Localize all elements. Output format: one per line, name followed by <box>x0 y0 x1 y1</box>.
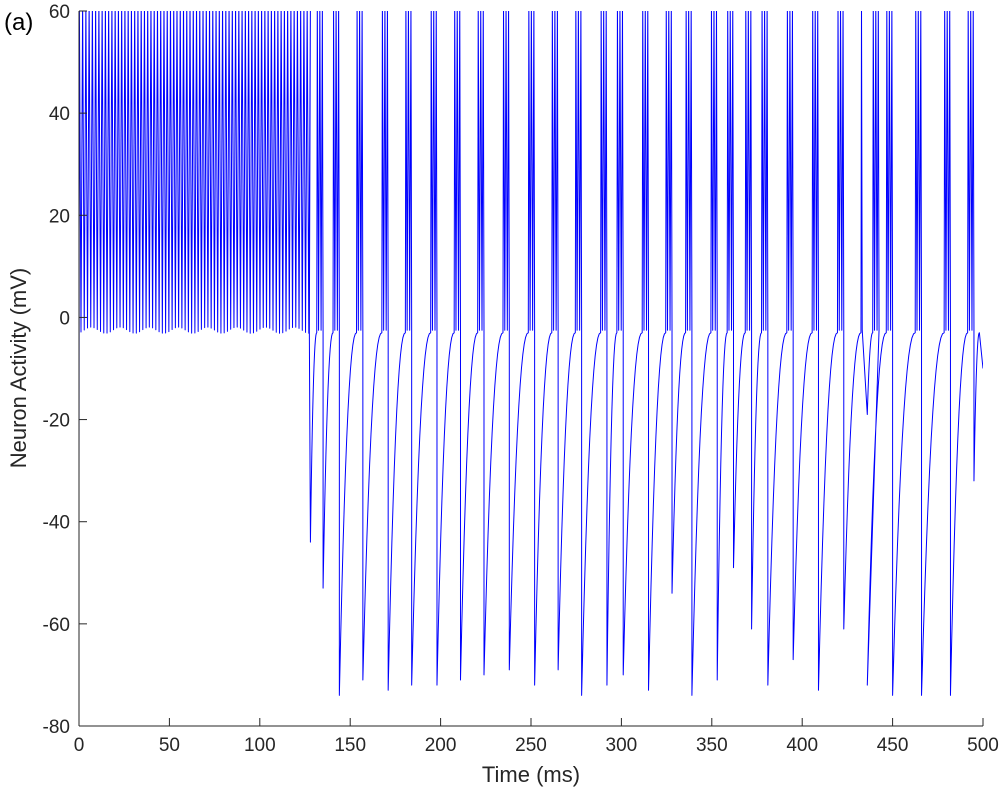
x-axis-ticks: 0 50 100 150 200 250 300 350 400 450 500 <box>74 718 999 756</box>
x-tick-label: 500 <box>967 735 999 756</box>
y-tick-label: 0 <box>59 308 70 329</box>
y-tick-label: -20 <box>43 411 70 432</box>
x-tick-label: 50 <box>159 735 180 756</box>
y-tick-label: 40 <box>49 104 70 125</box>
x-tick-label: 350 <box>696 735 728 756</box>
x-tick-label: 0 <box>74 735 85 756</box>
y-tick-label: 20 <box>49 206 70 227</box>
x-tick-label: 400 <box>786 735 818 756</box>
x-tick-label: 300 <box>606 735 638 756</box>
x-axis-title: Time (ms) <box>482 762 580 787</box>
y-tick-label: -80 <box>43 717 70 738</box>
plot-area <box>78 11 983 727</box>
panel-label: (a) <box>4 9 33 36</box>
y-tick-label: -40 <box>43 513 70 534</box>
x-tick-label: 100 <box>244 735 276 756</box>
series-line-membrane-potential <box>79 11 983 696</box>
y-tick-label: 60 <box>49 2 70 23</box>
x-tick-label: 200 <box>425 735 457 756</box>
y-tick-label: -60 <box>43 615 70 636</box>
y-axis-title: Neuron Activity (mV) <box>6 268 31 469</box>
x-tick-label: 150 <box>334 735 366 756</box>
y-axis-ticks: -80 -60 -40 -20 0 20 40 60 <box>43 2 87 738</box>
x-tick-label: 450 <box>877 735 909 756</box>
x-tick-label: 250 <box>515 735 547 756</box>
